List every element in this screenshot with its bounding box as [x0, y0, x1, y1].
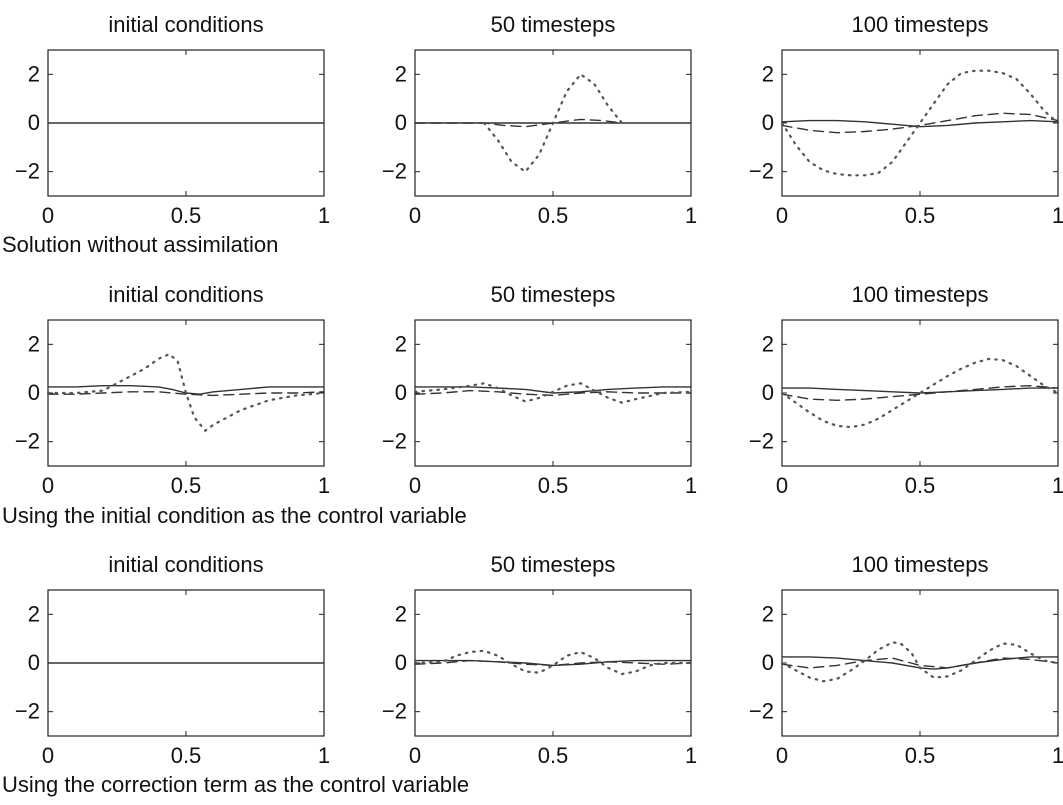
x-tick-label: 0 [776, 743, 788, 768]
panel-title: 100 timesteps [852, 282, 989, 307]
row-caption-1: Solution without assimilation [2, 232, 279, 257]
y-tick-label: 0 [395, 380, 407, 405]
axes-frame [414, 589, 692, 737]
y-tick-label: −2 [749, 429, 774, 454]
row-caption-2: Using the initial condition as the contr… [2, 503, 467, 528]
panel-title: 50 timesteps [491, 12, 616, 37]
series-line-dashed [781, 384, 1059, 402]
y-tick-label: 0 [28, 110, 40, 135]
series-line-dotted [780, 357, 1060, 429]
series-line-dotted [780, 641, 1060, 683]
series-line-dashed [414, 389, 692, 397]
y-tick-label: −2 [382, 159, 407, 184]
x-tick-label: 0.5 [905, 743, 936, 768]
y-tick-label: 0 [28, 650, 40, 675]
panel-title: 100 timesteps [852, 552, 989, 577]
series-line-dotted [413, 382, 693, 404]
x-tick-label: 0.5 [171, 743, 202, 768]
x-tick-label: 0 [409, 743, 421, 768]
series-line-dashed [47, 391, 325, 397]
y-tick-label: −2 [749, 699, 774, 724]
x-tick-label: 1 [1052, 203, 1063, 228]
x-tick-label: 0 [42, 473, 54, 498]
x-tick-label: 0.5 [905, 203, 936, 228]
axes-frame [781, 49, 1059, 197]
x-tick-label: 1 [685, 203, 697, 228]
x-tick-label: 0.5 [905, 473, 936, 498]
axes-frame [781, 589, 1059, 737]
x-tick-label: 0 [42, 203, 54, 228]
panel-title: initial conditions [108, 552, 263, 577]
y-tick-label: −2 [15, 429, 40, 454]
x-tick-label: 1 [318, 473, 330, 498]
x-tick-label: 0 [409, 473, 421, 498]
y-tick-label: 0 [395, 110, 407, 135]
x-tick-label: 0.5 [538, 473, 569, 498]
y-tick-label: 0 [395, 650, 407, 675]
y-tick-label: 2 [28, 61, 40, 86]
y-tick-label: −2 [15, 159, 40, 184]
series-line-dashed [781, 112, 1059, 134]
x-tick-label: 1 [685, 473, 697, 498]
panel-title: 100 timesteps [852, 12, 989, 37]
panel-title: initial conditions [108, 282, 263, 307]
series-line-dashed [414, 659, 692, 667]
y-tick-label: 0 [28, 380, 40, 405]
panel-title: initial conditions [108, 12, 263, 37]
y-tick-label: 2 [395, 331, 407, 356]
y-tick-label: 0 [762, 110, 774, 135]
y-tick-label: −2 [382, 699, 407, 724]
x-tick-label: 0 [776, 203, 788, 228]
x-tick-label: 1 [1052, 743, 1063, 768]
x-tick-label: 1 [318, 203, 330, 228]
panel-title: 50 timesteps [491, 552, 616, 577]
y-tick-label: −2 [15, 699, 40, 724]
y-tick-label: 2 [28, 601, 40, 626]
y-tick-label: −2 [382, 429, 407, 454]
x-tick-label: 0 [409, 203, 421, 228]
y-tick-label: 2 [395, 61, 407, 86]
x-tick-label: 0.5 [538, 743, 569, 768]
x-tick-label: 0.5 [171, 473, 202, 498]
series-line-dotted [46, 352, 326, 433]
y-tick-label: −2 [749, 159, 774, 184]
series-line-dotted [482, 72, 624, 174]
x-tick-label: 0.5 [538, 203, 569, 228]
y-tick-label: 0 [762, 650, 774, 675]
series-line-dashed [781, 657, 1059, 669]
x-tick-label: 1 [1052, 473, 1063, 498]
series-line-dotted [780, 69, 1060, 177]
x-tick-label: 1 [685, 743, 697, 768]
x-tick-label: 1 [318, 743, 330, 768]
series-line-solid [781, 387, 1059, 394]
row-caption-3: Using the correction term as the control… [2, 772, 470, 797]
y-tick-label: 0 [762, 380, 774, 405]
y-tick-label: 2 [762, 331, 774, 356]
series-line-dashed [414, 118, 623, 128]
panel-title: 50 timesteps [491, 282, 616, 307]
x-tick-label: 0.5 [171, 203, 202, 228]
series-line-solid [781, 119, 1059, 128]
y-tick-label: 2 [28, 331, 40, 356]
x-tick-label: 0 [776, 473, 788, 498]
series-line-dotted [413, 649, 693, 676]
y-tick-label: 2 [395, 601, 407, 626]
y-tick-label: 2 [762, 61, 774, 86]
y-tick-label: 2 [762, 601, 774, 626]
x-tick-label: 0 [42, 743, 54, 768]
